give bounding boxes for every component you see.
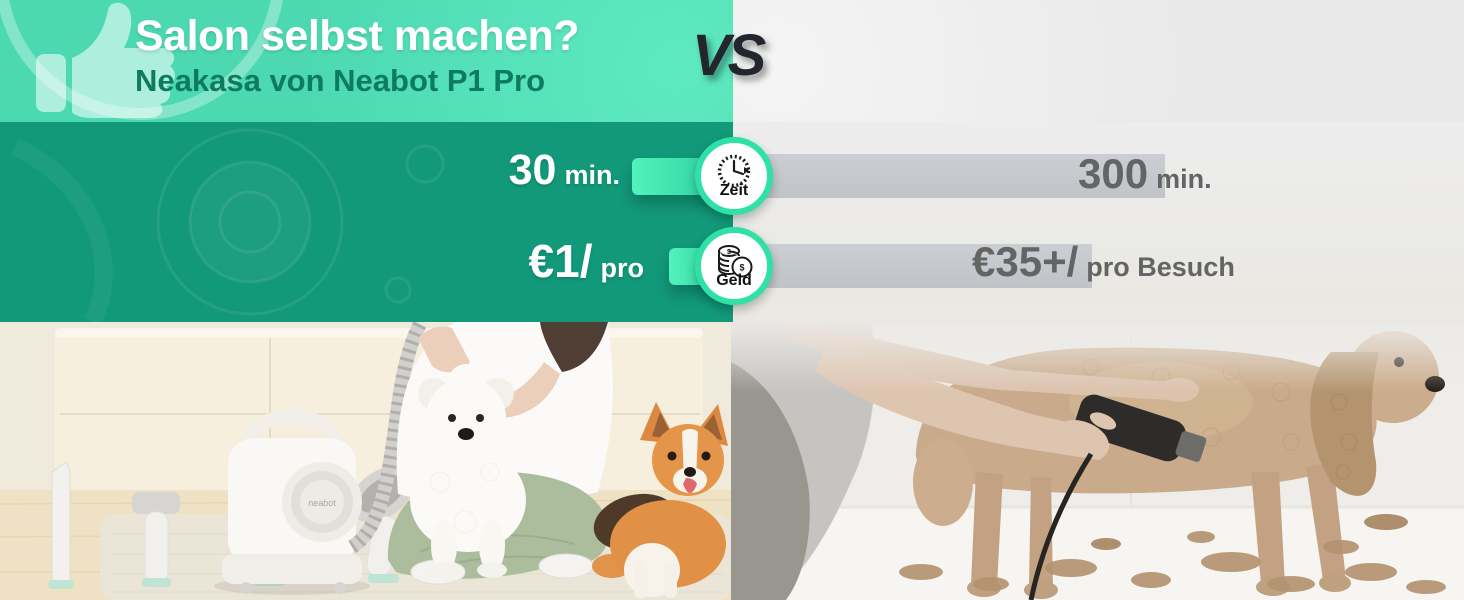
zeit-left-value: 30 min. (368, 146, 620, 195)
vs-text: VS (692, 23, 766, 88)
header-right-panel: Zeit und Geld verschwenden? Haustierbarb… (733, 0, 1464, 122)
zeit-left-number: 30 (508, 146, 557, 194)
comparison-band-left (0, 122, 733, 322)
geld-left-number: €1/ (528, 235, 593, 287)
product-watermark (11, 128, 445, 322)
zeit-right-number: 300 (1078, 150, 1149, 197)
geld-left-value: €1/pro (368, 234, 644, 288)
pet-barber-scene (731, 322, 1464, 600)
header-left-text: Salon selbst machen? Neakasa von Neabot … (135, 12, 580, 99)
left-title: Salon selbst machen? (135, 12, 580, 60)
geld-left-unit: pro (600, 253, 645, 283)
zeit-badge: Zeit (695, 137, 773, 215)
thumbs-up-icon (36, 2, 175, 118)
geld-badge-label: Geld (716, 271, 752, 289)
home-grooming-scene: neabot (0, 322, 731, 600)
vacuum-hose (347, 322, 427, 553)
zeit-badge-label: Zeit (719, 181, 749, 199)
zeit-left-unit: min. (564, 160, 620, 190)
geld-right-value: €35+/pro Besuch (972, 238, 1235, 286)
hair-clipper (1075, 394, 1207, 462)
geld-right-number: €35+/ (972, 238, 1079, 285)
fur-clippings (899, 514, 1446, 594)
geld-badge: $ $ Geld (695, 227, 773, 305)
header-left-panel: Salon selbst machen? Neakasa von Neabot … (0, 0, 733, 122)
clipper-cord (1028, 452, 1094, 600)
zeit-right-value: 300 min. (1078, 150, 1212, 198)
svg-text:$: $ (727, 249, 731, 256)
svg-text:$: $ (739, 262, 744, 272)
white-dog (410, 364, 526, 578)
clock-icon (717, 154, 751, 187)
left-subtitle: Neakasa von Neabot P1 Pro (135, 63, 546, 98)
grooming-vacuum-unit: neabot (214, 409, 370, 595)
coins-icon: $ $ (718, 244, 753, 277)
geld-right-unit: pro Besuch (1086, 252, 1235, 282)
left-photo-home-grooming: neabot (0, 322, 731, 600)
corgi-dog (592, 402, 728, 598)
zeit-right-unit: min. (1156, 164, 1212, 194)
zeit-bar-salon-right (702, 154, 1165, 198)
right-photo-pet-barber (731, 322, 1464, 600)
device-brand-label: neabot (308, 498, 336, 508)
